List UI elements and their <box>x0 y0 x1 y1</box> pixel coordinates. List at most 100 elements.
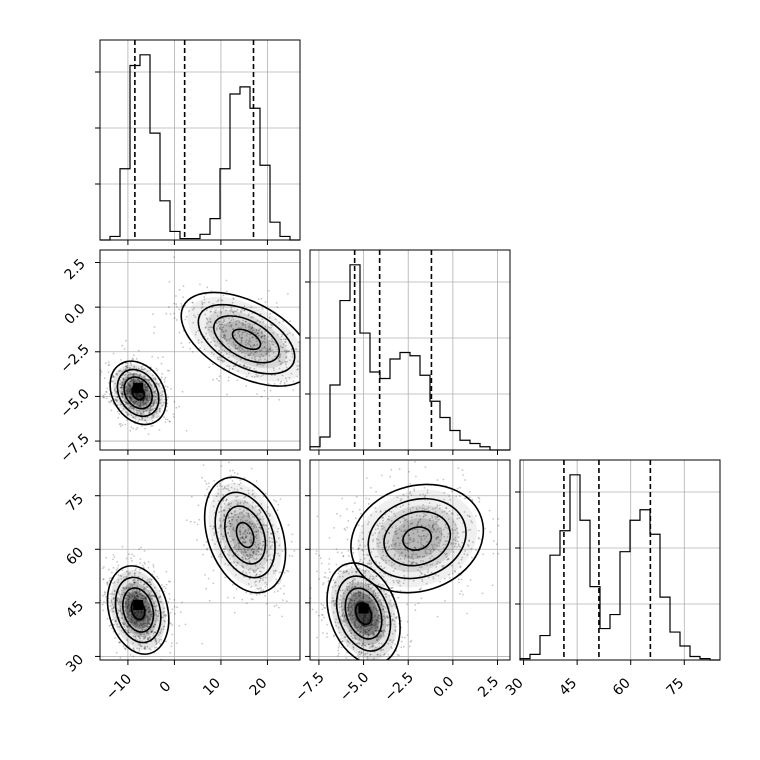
scatter-point <box>379 599 382 601</box>
scatter-point <box>337 654 339 657</box>
scatter-point <box>134 596 137 599</box>
scatter-point <box>274 569 277 572</box>
scatter-point <box>355 592 358 595</box>
scatter-point <box>173 312 175 315</box>
scatter-point <box>324 607 327 609</box>
scatter-point <box>296 365 299 367</box>
scatter-point <box>148 593 151 596</box>
scatter-point <box>406 549 409 552</box>
scatter-point <box>257 375 260 377</box>
scatter-point <box>395 617 398 620</box>
scatter-point <box>380 588 382 591</box>
scatter-point <box>255 373 258 376</box>
scatter-point <box>230 516 233 519</box>
scatter-point <box>386 542 389 544</box>
scatter-point <box>364 616 367 619</box>
scatter-point <box>438 518 440 521</box>
scatter-point <box>245 511 248 514</box>
scatter-point <box>267 555 270 557</box>
scatter-point <box>304 335 306 337</box>
y-tick-label: −2.5 <box>57 341 92 376</box>
scatter-point <box>366 621 368 624</box>
scatter-point <box>359 585 362 588</box>
scatter-point <box>121 393 124 396</box>
scatter-point <box>126 403 128 405</box>
scatter-point <box>136 591 138 594</box>
scatter-point <box>429 517 432 520</box>
scatter-point <box>364 632 367 635</box>
scatter-point <box>219 484 221 487</box>
contour-level-1 <box>197 303 296 375</box>
scatter-point <box>137 392 139 395</box>
scatter-point <box>219 327 221 330</box>
scatter-point <box>373 622 376 625</box>
scatter-point <box>218 358 220 361</box>
scatter-point <box>122 623 125 626</box>
scatter-point <box>227 521 229 524</box>
scatter-point <box>125 570 128 573</box>
scatter-point <box>234 547 237 550</box>
scatter-point <box>158 409 161 412</box>
scatter-point <box>147 637 150 640</box>
scatter-point <box>111 610 114 613</box>
scatter-point <box>251 522 254 525</box>
scatter-point <box>248 328 251 331</box>
scatter-point <box>149 635 151 638</box>
scatter-point <box>261 515 264 518</box>
scatter-point <box>155 367 158 370</box>
scatter-point <box>222 535 224 538</box>
scatter-point <box>138 611 140 613</box>
scatter-point <box>260 375 263 377</box>
scatter-point <box>122 408 125 410</box>
scatter-point <box>266 583 268 586</box>
scatter-point <box>257 298 260 300</box>
scatter-point <box>136 647 138 650</box>
scatter-point <box>269 554 271 556</box>
scatter-point <box>126 392 129 395</box>
scatter-point <box>353 599 356 602</box>
scatter-point <box>122 622 124 625</box>
scatter-point <box>129 385 132 387</box>
scatter-point <box>108 393 111 395</box>
scatter-point <box>240 548 242 551</box>
scatter-point <box>380 604 383 606</box>
scatter-point <box>201 303 204 306</box>
scatter-point <box>235 564 238 567</box>
scatter-point <box>129 621 132 623</box>
scatter-point <box>357 654 359 657</box>
scatter-point <box>456 487 459 490</box>
scatter-point <box>116 597 118 600</box>
scatter-point <box>151 384 153 387</box>
scatter-point <box>256 332 259 335</box>
scatter-point <box>208 485 210 488</box>
scatter-point <box>209 311 212 313</box>
scatter-point <box>212 569 215 572</box>
scatter-point <box>148 580 151 582</box>
scatter-point <box>321 348 323 350</box>
scatter-point <box>119 609 122 612</box>
scatter-point <box>134 621 136 624</box>
scatter-point <box>374 594 377 597</box>
scatter-point <box>145 614 148 616</box>
scatter-point <box>256 375 258 378</box>
scatter-point <box>242 510 245 513</box>
scatter-point <box>163 667 165 669</box>
scatter-point <box>379 588 382 591</box>
scatter-point <box>122 623 125 626</box>
scatter-point <box>270 326 273 329</box>
scatter-point <box>134 569 137 571</box>
scatter-point <box>270 532 272 535</box>
scatter-point <box>230 306 233 308</box>
scatter-point <box>124 373 127 376</box>
scatter-point <box>271 358 274 361</box>
scatter-point <box>105 397 108 400</box>
scatter-point <box>162 628 165 631</box>
scatter-point <box>128 553 130 556</box>
scatter-point <box>272 332 275 334</box>
scatter-point <box>363 616 366 619</box>
scatter-point <box>136 396 138 398</box>
scatter-point <box>354 585 356 588</box>
scatter-point <box>136 614 139 617</box>
scatter-point <box>348 597 351 600</box>
scatter-point <box>433 549 435 551</box>
